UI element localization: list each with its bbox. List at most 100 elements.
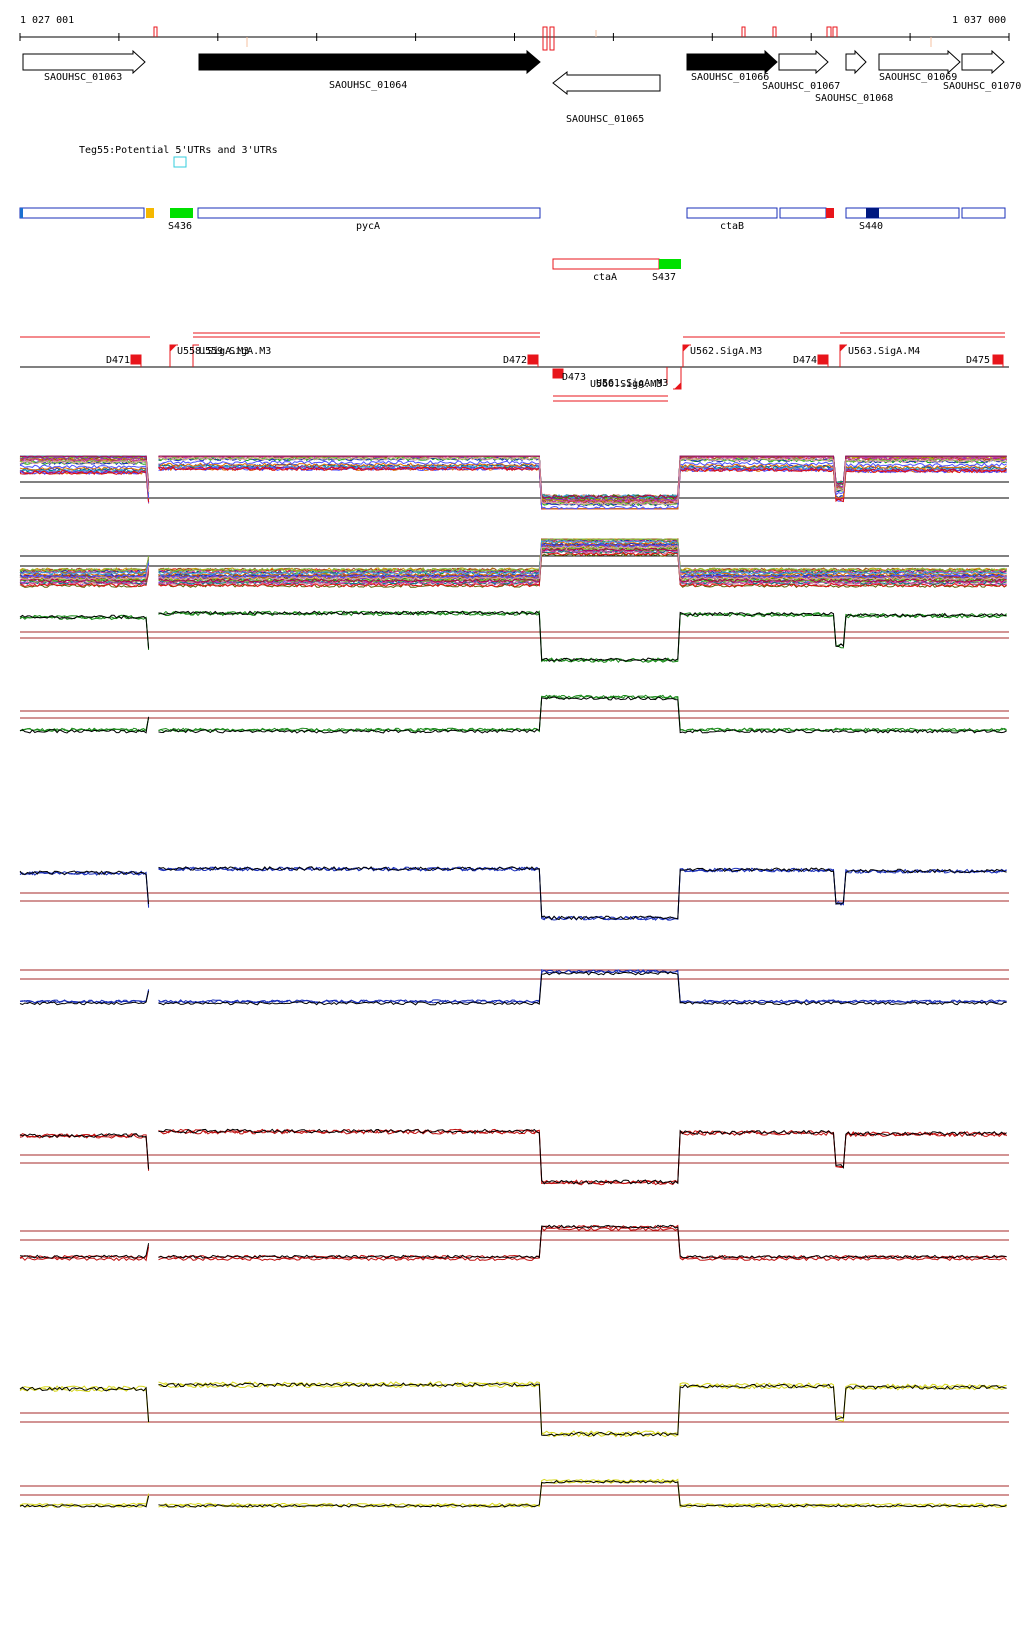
gene-arrow-saouhsc-01070[interactable] — [961, 49, 1005, 75]
expression-panel — [19, 538, 1009, 589]
expression-series — [19, 971, 1007, 1006]
promoter-label-u560: U560.SigA.M3 — [590, 379, 662, 390]
expression-panels — [19, 455, 1009, 1508]
gene-label-saouhsc-01069: SAOUHSC_01069 — [879, 72, 957, 83]
expression-panel — [19, 694, 1009, 734]
coordinate-ruler: 1 027 001 1 037 000 — [19, 15, 1010, 51]
expression-series — [19, 1128, 1007, 1185]
expression-series — [19, 538, 1007, 573]
utr-track-label: Teg55:Potential 5'UTRs and 3'UTRs — [79, 145, 278, 156]
expression-series — [19, 538, 1007, 573]
expression-series — [19, 466, 1007, 510]
promoter-label-u558: U558.SigA.M3 — [177, 346, 249, 357]
expression-series — [19, 610, 1007, 662]
annotation-blue-end — [20, 208, 23, 218]
gene-label-saouhsc-01065: SAOUHSC_01065 — [566, 114, 644, 125]
transcript-lines — [20, 332, 1005, 402]
pyca-feature[interactable] — [197, 207, 541, 219]
utr-marker[interactable] — [173, 156, 187, 168]
s440-label: S440 — [859, 221, 883, 232]
expression-series — [19, 551, 1007, 588]
s440-feature[interactable] — [866, 208, 879, 218]
ctaa-label: ctaA — [593, 272, 617, 283]
expression-series — [19, 456, 1007, 506]
expression-series — [19, 610, 1007, 663]
promoter-label-u563: U563.SigA.M4 — [848, 346, 920, 357]
ruler-marks — [153, 26, 838, 51]
expression-series — [19, 455, 1007, 503]
promoter-marks — [130, 344, 1004, 390]
expression-series — [19, 866, 1007, 921]
gene-arrow-saouhsc-01063[interactable] — [22, 49, 146, 75]
expression-series — [19, 466, 1007, 510]
annotation-red-feature[interactable] — [826, 208, 834, 218]
promoter-label-d471: D471 — [106, 355, 130, 366]
promoter-label-d472: D472 — [503, 355, 527, 366]
expression-panel — [19, 969, 1009, 1006]
s436-feature[interactable] — [170, 208, 193, 218]
annotation-track-plus: S436 pycA ctaB S440 — [19, 207, 1006, 232]
promoter-label-u561: U561.SigA.M3 — [596, 378, 668, 389]
annotation-box[interactable] — [961, 207, 1006, 219]
expression-series — [19, 466, 1007, 510]
gene-arrow-saouhsc-01069[interactable] — [878, 49, 961, 75]
gene-track: SAOUHSC_01063 SAOUHSC_01064 SAOUHSC_0106… — [22, 49, 1021, 125]
expression-series — [19, 539, 1007, 576]
gene-arrow-saouhsc-01068[interactable] — [845, 49, 867, 75]
expression-series — [19, 1383, 1007, 1438]
coord-end-label: 1 037 000 — [952, 15, 1006, 26]
ctaa-feature[interactable] — [552, 258, 660, 270]
annotation-track-minus: ctaA S437 — [552, 258, 681, 283]
annotation-box[interactable] — [779, 207, 827, 219]
ctab-feature[interactable] — [686, 207, 778, 219]
expression-series — [19, 1480, 1007, 1508]
expression-series — [19, 694, 1007, 733]
expression-series — [19, 552, 1007, 589]
expression-series — [19, 696, 1007, 734]
expression-panel — [19, 866, 1009, 921]
expression-series — [20, 969, 1007, 1004]
expression-panel — [19, 1224, 1009, 1262]
expression-series — [19, 1129, 1007, 1186]
promoter-label-d473: D473 — [562, 372, 586, 383]
expression-series — [19, 866, 1007, 921]
expression-series — [19, 460, 1007, 510]
expression-series — [19, 462, 1007, 510]
coord-start-label: 1 027 001 — [20, 15, 74, 26]
expression-panel — [19, 1381, 1009, 1438]
utr-track: Teg55:Potential 5'UTRs and 3'UTRs — [79, 145, 278, 168]
gene-label-saouhsc-01068: SAOUHSC_01068 — [815, 93, 893, 104]
ctab-label: ctaB — [720, 221, 744, 232]
expression-series — [19, 1480, 1007, 1508]
expression-series — [19, 455, 1007, 502]
gene-label-saouhsc-01064: SAOUHSC_01064 — [329, 80, 407, 91]
gene-arrow-saouhsc-01067[interactable] — [778, 49, 829, 75]
expression-series — [19, 547, 1007, 583]
gene-arrow-saouhsc-01065[interactable] — [552, 70, 661, 96]
expression-series — [19, 1128, 1007, 1185]
promoter-label-u559: U559.SigA.M3 — [199, 346, 271, 357]
promoter-label-d474: D474 — [793, 355, 817, 366]
expression-series — [19, 1226, 1007, 1262]
s437-label: S437 — [652, 272, 676, 283]
expression-series — [19, 1224, 1007, 1259]
gene-label-saouhsc-01063: SAOUHSC_01063 — [44, 72, 122, 83]
gene-label-saouhsc-01066: SAOUHSC_01066 — [691, 72, 769, 83]
expression-series — [19, 611, 1007, 663]
pyca-label: pycA — [356, 221, 380, 232]
gene-arrow-saouhsc-01066[interactable] — [686, 49, 778, 75]
gene-arrow-saouhsc-01064[interactable] — [198, 49, 541, 75]
annotation-orange-feature[interactable] — [146, 208, 154, 218]
expression-panel — [19, 455, 1009, 510]
s437-feature[interactable] — [659, 259, 681, 269]
expression-series — [19, 1224, 1007, 1260]
expression-series — [19, 694, 1007, 733]
expression-panel — [19, 1478, 1009, 1508]
annotation-box[interactable] — [19, 207, 145, 219]
gene-label-saouhsc-01067: SAOUHSC_01067 — [762, 81, 840, 92]
expression-panel — [19, 1128, 1009, 1186]
annotation-box[interactable] — [845, 207, 960, 219]
expression-series — [19, 455, 1007, 502]
expression-series — [19, 1478, 1007, 1507]
